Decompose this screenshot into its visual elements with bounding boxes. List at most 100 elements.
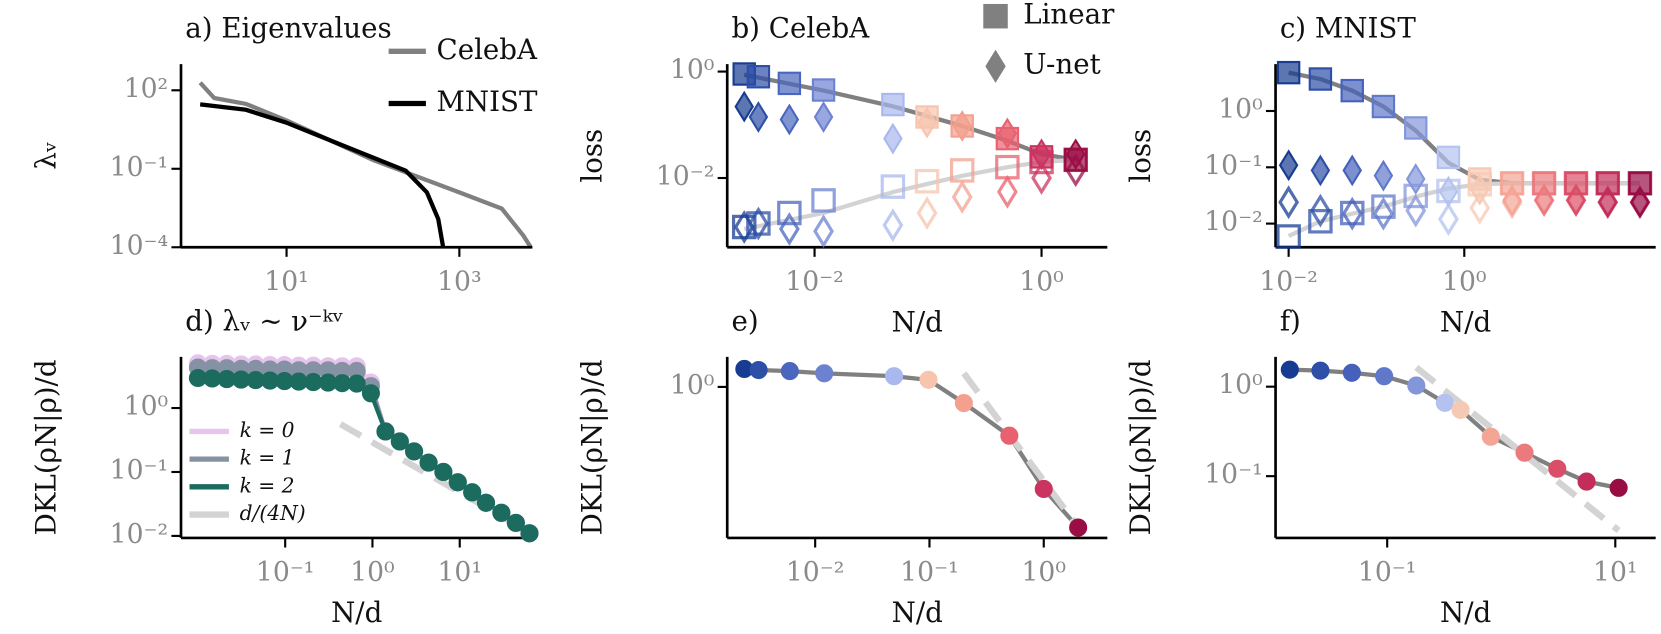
series-line — [743, 157, 1076, 232]
square-marker — [914, 168, 940, 194]
circle-marker — [1577, 472, 1596, 491]
diamond-marker — [778, 212, 800, 246]
circle-marker — [434, 462, 453, 482]
circle-marker — [1000, 426, 1019, 445]
x-tick-label: 10⁰ — [350, 557, 395, 588]
diamond-marker — [1031, 138, 1052, 171]
square-marker — [1371, 194, 1396, 219]
x-axis-label: N/d — [892, 596, 943, 629]
legend-label: U-net — [1023, 48, 1101, 81]
plot-area — [744, 366, 1080, 530]
circle-marker — [780, 362, 799, 381]
y-tick-label: 10⁻² — [110, 519, 169, 550]
square-marker — [777, 200, 802, 226]
panel-title: c) MNIST — [1280, 12, 1417, 45]
x-tick-label: 10⁰ — [1019, 266, 1064, 297]
diamond-marker — [813, 101, 834, 133]
circle-marker — [448, 473, 467, 492]
square-marker — [1308, 209, 1333, 234]
circle-marker — [492, 503, 511, 522]
x-tick-label: 10⁻² — [1259, 266, 1318, 297]
circle-marker — [520, 524, 539, 543]
diamond-marker — [1469, 173, 1490, 206]
circle-marker — [1548, 459, 1567, 478]
plot-area — [1289, 364, 1621, 533]
y-tick-label: 10² — [124, 73, 169, 104]
square-marker — [731, 214, 757, 240]
x-tick-label: 10¹ — [1593, 557, 1638, 588]
panel: 10⁻² 10⁰ 10⁻² 10⁻¹ 10⁰ c) MNIST N/d loss — [1124, 12, 1656, 338]
legend-label: k = 1 — [240, 446, 295, 470]
circle-marker — [954, 393, 973, 413]
circle-marker — [390, 432, 409, 451]
circle-marker — [476, 493, 496, 512]
dashed-line — [961, 371, 1080, 528]
circle-marker — [463, 483, 482, 502]
circle-marker — [304, 372, 323, 392]
circle-marker — [347, 374, 366, 393]
legend-label: k = 2 — [240, 473, 295, 497]
circle-marker — [419, 453, 438, 472]
legend-label: MNIST — [437, 85, 538, 118]
panel: 10¹ 10³ 10⁻⁴ 10⁻¹ 10² a) Eigenvalues λᵥ CelebA M… — [29, 12, 538, 298]
circle-marker — [1069, 518, 1088, 537]
series-line — [744, 366, 1080, 530]
square-marker — [983, 3, 1008, 29]
legend-label: CelebA — [437, 33, 538, 66]
x-axis-label: N/d — [1440, 596, 1491, 629]
diamond-marker — [882, 208, 904, 243]
series-line — [198, 81, 533, 248]
square-marker — [1276, 60, 1301, 85]
y-axis-label: DKL(ρN|ρ)/d — [576, 359, 609, 535]
square-marker — [1340, 78, 1364, 103]
panel-title: b) CelebA — [731, 12, 870, 45]
circle-marker — [1481, 427, 1500, 446]
y-axis-label: loss — [576, 129, 609, 183]
x-tick-label: 10⁻¹ — [1358, 557, 1417, 588]
circle-marker — [1515, 443, 1534, 462]
diamond-marker — [1373, 196, 1394, 231]
diamond-marker — [748, 101, 769, 133]
circle-marker — [919, 370, 938, 389]
diamond-marker — [1501, 185, 1523, 220]
panel-title: d) λᵥ ∼ ν⁻ᵏᵛ — [185, 304, 343, 337]
square-marker — [1276, 224, 1301, 249]
circle-marker — [1034, 479, 1053, 499]
x-tick-label: 10⁻² — [785, 266, 844, 297]
diamond-marker — [813, 214, 834, 249]
square-marker — [881, 92, 905, 117]
panel: 10⁻¹ 10⁰ 10¹ 10⁻² 10⁻¹ 10⁰ d) λᵥ ∼ ν⁻ᵏᵛ N/d DKL(… — [29, 304, 539, 629]
x-tick-label: 10⁰ — [1442, 266, 1487, 297]
y-tick-label: 10⁻¹ — [1204, 459, 1263, 490]
y-tick-label: 10⁰ — [670, 370, 715, 401]
diamond-marker — [916, 196, 938, 230]
square-marker — [777, 71, 802, 96]
y-tick-label: 10⁰ — [1218, 94, 1263, 125]
circle-marker — [1342, 363, 1361, 382]
x-tick-label: 10⁰ — [1021, 557, 1066, 588]
diamond-marker — [985, 49, 1006, 83]
y-axis-label: λᵥ — [29, 142, 62, 170]
square-marker — [811, 188, 836, 213]
square-marker — [1404, 116, 1428, 140]
circle-marker — [1435, 393, 1454, 412]
x-tick-label: 10¹ — [264, 266, 309, 297]
diamond-marker — [734, 90, 754, 123]
square-marker — [1371, 94, 1396, 119]
diamond-marker — [917, 106, 937, 139]
y-tick-label: 10⁻¹ — [110, 455, 169, 486]
diamond-marker — [1310, 154, 1331, 187]
diamond-marker — [1629, 185, 1651, 220]
panel: 10⁻¹ 10¹ 10⁻¹ 10⁰ f) N/d DKL(ρN|ρ)/d — [1124, 304, 1656, 629]
square-marker — [811, 78, 836, 102]
y-tick-label: 10⁻² — [656, 161, 715, 192]
y-tick-label: 10⁻¹ — [110, 152, 169, 183]
diamond-marker — [1405, 163, 1426, 195]
y-axis-label: DKL(ρN|ρ)/d — [29, 359, 62, 535]
diamond-marker — [1065, 153, 1087, 188]
circle-marker — [361, 384, 380, 403]
diamond-marker — [1405, 193, 1427, 228]
x-tick-label: 10³ — [437, 266, 482, 297]
